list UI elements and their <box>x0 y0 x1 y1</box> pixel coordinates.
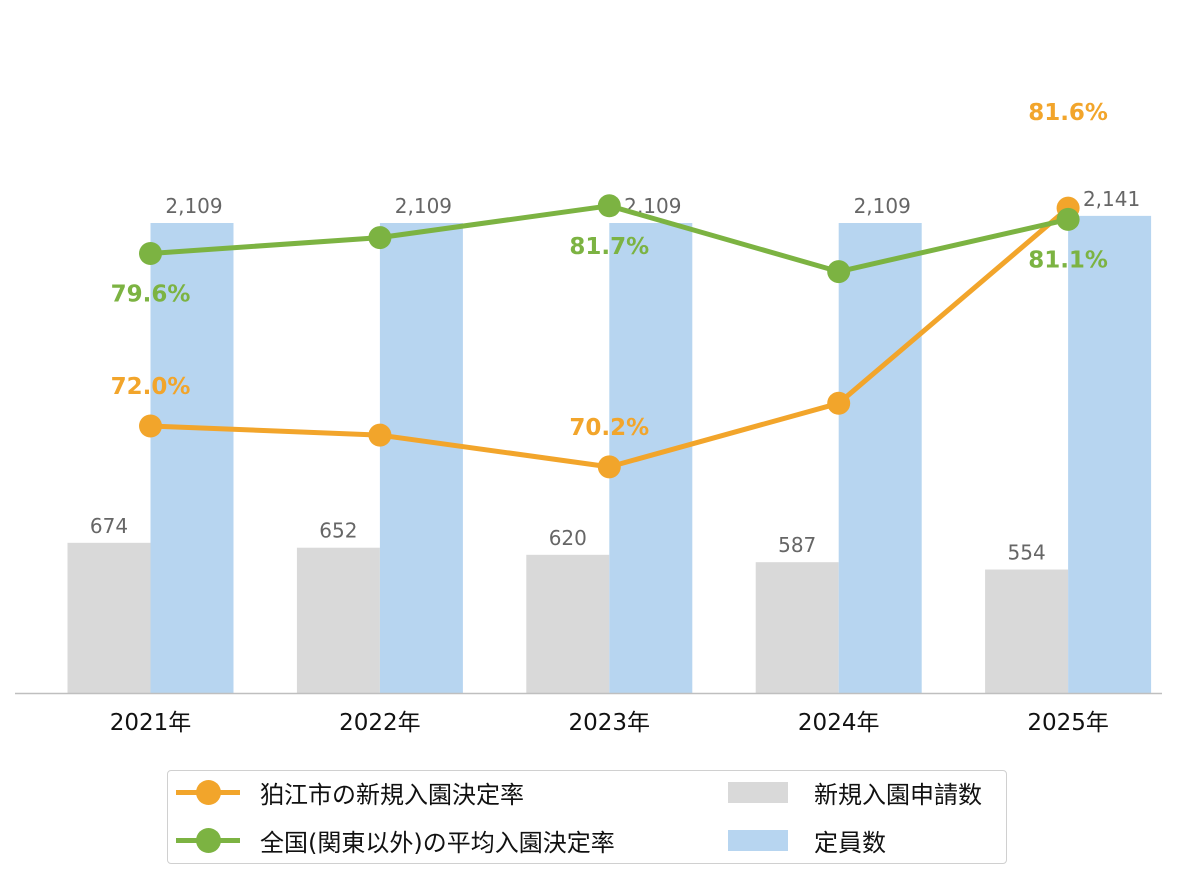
x-tick-label-4: 2025年 <box>1027 710 1109 736</box>
data-label-applicants-0: 674 <box>90 514 128 538</box>
x-tick-label-1: 2022年 <box>339 710 421 736</box>
x-tick-label-0: 2021年 <box>110 710 192 736</box>
point-komae_rate-2 <box>597 455 621 479</box>
data-label-komae-rate-0: 72.0% <box>111 374 191 400</box>
bar-capacity-2 <box>609 223 693 693</box>
bar-capacity-0 <box>150 223 234 693</box>
data-label-komae-rate-2: 70.2% <box>569 415 649 441</box>
data-label-applicants-1: 652 <box>319 519 357 543</box>
legend-item-applicants: 新規入園申請数 <box>726 775 982 809</box>
data-label-capacity-0: 2,109 <box>165 194 222 218</box>
legend-label-komae-rate: 狛江市の新規入園決定率 <box>260 780 524 809</box>
x-tick-label-2: 2023年 <box>569 710 651 736</box>
combo-chart: 6742,1096522,1096202,1095872,1095542,141… <box>15 100 1162 736</box>
bar-applicants-3 <box>755 562 839 693</box>
point-national_rate-1 <box>368 226 392 250</box>
data-label-applicants-3: 587 <box>778 533 816 557</box>
point-komae_rate-1 <box>368 423 392 447</box>
legend-swatch-national-rate <box>176 823 240 857</box>
data-label-capacity-4: 2,141 <box>1083 187 1140 211</box>
legend-swatch-applicants <box>728 781 788 803</box>
legend-item-komae-rate: 狛江市の新規入園決定率 <box>176 775 524 809</box>
point-national_rate-4 <box>1056 207 1080 231</box>
data-label-national-rate-2: 81.7% <box>569 234 649 260</box>
bar-capacity-1 <box>379 223 463 693</box>
bar-capacity-3 <box>838 223 922 693</box>
bar-applicants-2 <box>526 554 610 693</box>
point-national_rate-3 <box>827 260 851 284</box>
data-label-national-rate-4: 81.1% <box>1028 247 1108 273</box>
data-label-applicants-2: 620 <box>549 526 587 550</box>
data-label-applicants-4: 554 <box>1008 541 1046 565</box>
bar-capacity-4 <box>1068 215 1152 693</box>
bar-applicants-1 <box>296 547 380 693</box>
point-national_rate-2 <box>597 194 621 218</box>
data-label-capacity-3: 2,109 <box>854 194 911 218</box>
legend-label-applicants: 新規入園申請数 <box>814 780 982 809</box>
legend-swatch-capacity <box>728 829 788 851</box>
legend-item-national-rate: 全国(関東以外)の平均入園決定率 <box>176 823 615 857</box>
bar-applicants-4 <box>985 569 1069 693</box>
data-label-national-rate-0: 79.6% <box>111 281 191 307</box>
x-tick-label-3: 2024年 <box>798 710 880 736</box>
legend-label-capacity: 定員数 <box>814 828 886 857</box>
point-national_rate-0 <box>139 241 162 265</box>
bar-applicants-0 <box>67 542 151 693</box>
point-komae_rate-0 <box>139 414 162 438</box>
legend-label-national-rate: 全国(関東以外)の平均入園決定率 <box>260 828 615 857</box>
point-komae_rate-3 <box>827 391 851 415</box>
legend-swatch-komae-rate <box>176 775 240 809</box>
legend-item-capacity: 定員数 <box>726 823 886 857</box>
legend: 狛江市の新規入園決定率 全国(関東以外)の平均入園決定率 新規入園申請数 定員数 <box>167 770 1007 864</box>
data-label-komae-rate-4: 81.6% <box>1028 100 1108 126</box>
data-label-capacity-1: 2,109 <box>395 194 452 218</box>
